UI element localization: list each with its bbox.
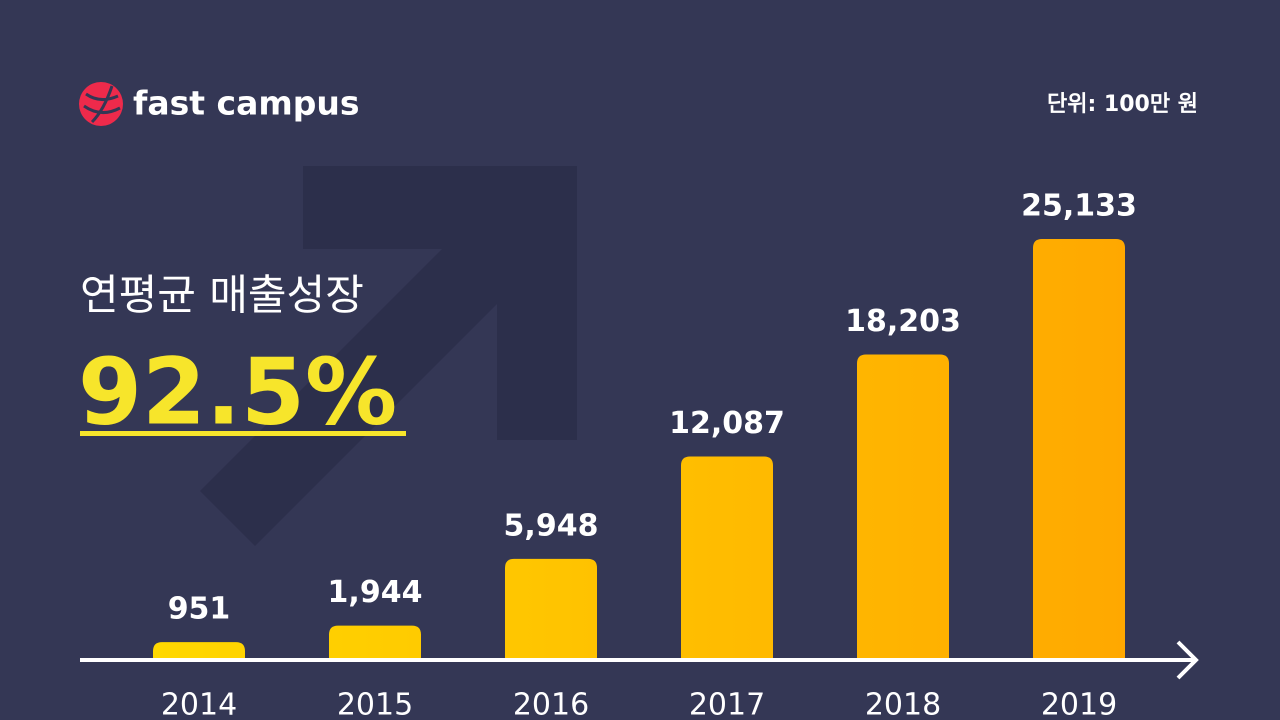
x-tick-label: 2019 (1041, 688, 1117, 720)
bar (505, 558, 597, 658)
value-label: 12,087 (669, 406, 785, 441)
x-tick-label: 2017 (689, 688, 765, 720)
brand: fast campus (133, 84, 360, 123)
highlight-underline (80, 431, 406, 436)
bar (153, 642, 245, 658)
logo-mark (79, 82, 123, 126)
bar (681, 456, 773, 658)
bar (857, 354, 949, 658)
bar (1033, 239, 1125, 658)
logo-stripes (83, 85, 121, 124)
headline: 연평균 매출성장 (80, 271, 364, 320)
axis-arrow (1176, 640, 1199, 680)
value-label: 18,203 (845, 304, 961, 339)
bar (329, 625, 421, 658)
value-label: 1,944 (328, 575, 423, 610)
unit-label: 단위: 100만 원 (1047, 92, 1198, 117)
value-label: 25,133 (1021, 189, 1137, 224)
highlight: 92.5% (78, 338, 397, 445)
x-tick-label: 2014 (161, 688, 237, 720)
decor-arrow (200, 166, 577, 546)
x-tick-label: 2016 (513, 688, 589, 720)
x-tick-label: 2018 (865, 688, 941, 720)
value-label: 5,948 (504, 508, 599, 543)
value-label: 951 (168, 592, 231, 627)
logo (79, 82, 123, 126)
x-tick-label: 2015 (337, 688, 413, 720)
